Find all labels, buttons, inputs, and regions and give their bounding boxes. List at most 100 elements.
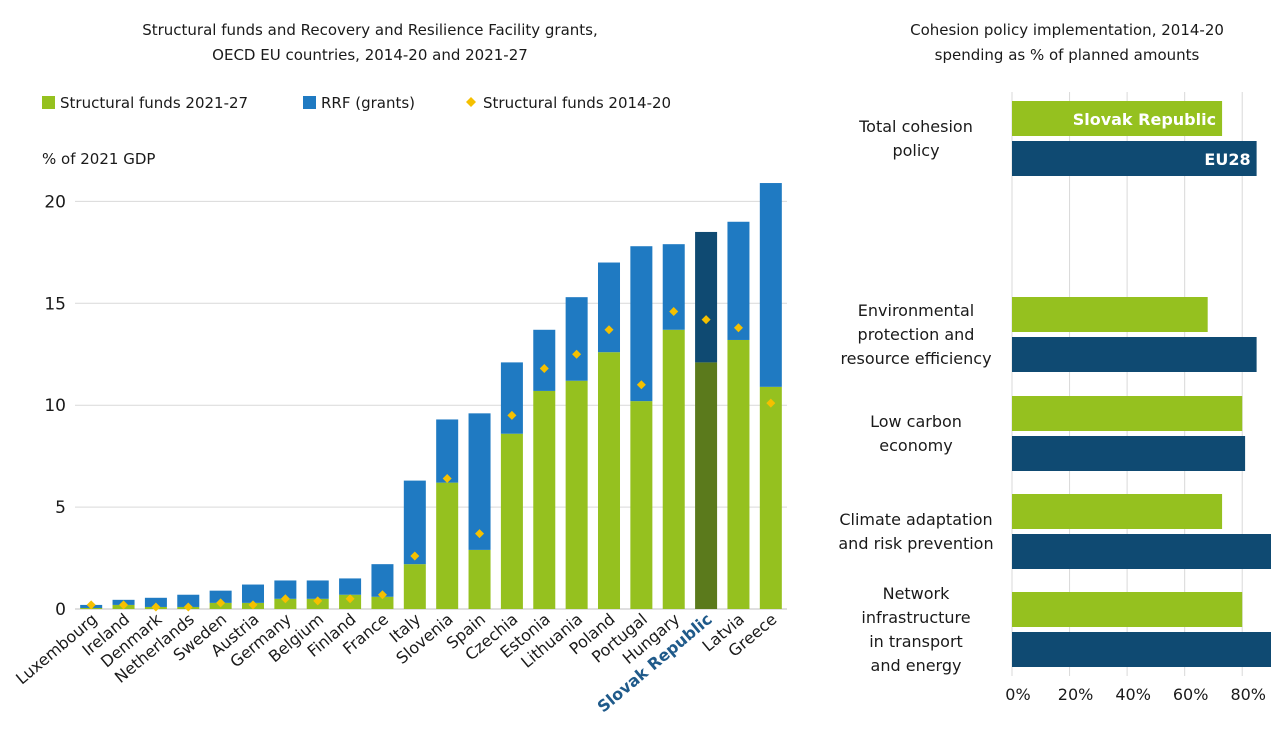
bar-rrf-latvia (727, 221, 750, 340)
legend-label-structural-2014-20: Structural funds 2014-20 (483, 94, 671, 112)
marker-structural-2014-20-sweden (216, 598, 226, 608)
bar-eu28-2 (1012, 436, 1246, 471)
category-label-0-line-1: Total cohesion (858, 117, 973, 136)
bar-rrf-portugal (630, 246, 653, 402)
bar-eu28-3 (1012, 534, 1271, 569)
left-chart-title-line-2: OECD EU countries, 2014-20 and 2021-27 (212, 46, 528, 64)
left-chart-title-line-1: Structural funds and Recovery and Resili… (142, 21, 598, 39)
left-chart-legend: Structural funds 2021-27 RRF (grants) St… (42, 94, 671, 112)
category-label-4-line-3: in transport (869, 632, 963, 651)
bar-rrf-germany (274, 580, 297, 599)
bar-structural-2021-27-latvia (727, 339, 750, 609)
right-chart-title-line-2: spending as % of planned amounts (935, 46, 1200, 64)
marker-structural-2014-20-finland (345, 594, 355, 604)
marker-structural-2014-20-belgium (313, 596, 323, 606)
marker-structural-2014-20-poland (604, 325, 614, 335)
right-chart-title-line-1: Cohesion policy implementation, 2014-20 (910, 21, 1224, 39)
bar-rrf-poland (597, 262, 621, 353)
y-axis-label: % of 2021 GDP (42, 150, 155, 168)
bar-rrf-spain (468, 413, 491, 550)
marker-structural-2014-20-germany (280, 594, 290, 604)
marker-structural-2014-20-austria (248, 600, 258, 610)
marker-structural-2014-20-latvia (733, 323, 743, 333)
category-label-4-line-1: Network (883, 584, 951, 603)
y-tick-label-15: 15 (44, 294, 66, 314)
bar-slovak-republic-4 (1012, 592, 1243, 627)
bar-structural-2021-27-czechia (500, 433, 523, 609)
category-label-2-line-2: economy (879, 436, 952, 455)
right-chart-category-labels: Total cohesion policy Environmental protect… (838, 117, 993, 675)
legend-label-rrf: RRF (grants) (321, 94, 415, 112)
bar-rrf-estonia (533, 329, 556, 391)
category-label-1-line-2: protection and (858, 325, 975, 344)
category-label-1-line-3: resource efficiency (840, 349, 991, 368)
bar-rrf-lithuania (565, 297, 588, 381)
marker-structural-2014-20-portugal (636, 380, 646, 390)
bar-rrf-sweden (209, 590, 232, 603)
left-chart-x-labels: LuxembourgIrelandDenmarkNetherlandsSwede… (12, 609, 780, 716)
category-label-4-line-2: infrastructure (861, 608, 970, 627)
structural-funds-chart: Structural funds and Recovery and Resili… (12, 21, 787, 716)
left-chart-title: Structural funds and Recovery and Resili… (142, 21, 598, 64)
bar-rrf-finland (339, 578, 362, 595)
bar-slovak-republic-2 (1012, 396, 1243, 431)
marker-structural-2014-20-netherlands (183, 602, 193, 612)
bar-eu28-1 (1012, 337, 1257, 372)
right-chart-gridlines (1011, 92, 1243, 676)
legend-swatch-rrf (303, 96, 316, 109)
marker-structural-2014-20-denmark (151, 602, 161, 612)
bar-structural-2021-27-estonia (533, 390, 556, 609)
bar-structural-2021-27-greece (759, 386, 782, 609)
legend-label-structural-2021-27: Structural funds 2021-27 (60, 94, 248, 112)
marker-structural-2014-20-lithuania (572, 349, 582, 359)
y-tick-label-10: 10 (44, 396, 66, 416)
marker-structural-2014-20-hungary (669, 306, 679, 316)
bar-rrf-netherlands (177, 594, 200, 607)
y-tick-label-20: 20 (44, 192, 66, 212)
bar-rrf-greece (759, 183, 782, 387)
bar-structural-2021-27-spain (468, 549, 491, 609)
bar-rrf-czechia (500, 362, 523, 434)
marker-structural-2014-20-greece (766, 398, 776, 408)
legend-swatch-structural-2014-20 (466, 97, 476, 107)
bar-rrf-france (371, 564, 394, 597)
left-chart-y-ticks: 0 5 10 15 20 (44, 192, 66, 620)
right-chart-x-ticks: 0% 20% 40% 60% 80% (1005, 685, 1266, 704)
marker-structural-2014-20-italy (410, 551, 420, 561)
bar-rrf-hungary (662, 244, 685, 330)
bar-structural-2021-27-italy (403, 564, 426, 609)
category-label-1-line-1: Environmental (858, 301, 974, 320)
bar-structural-2021-27-germany (274, 598, 297, 609)
bar-structural-2021-27-portugal (630, 401, 653, 609)
bar-structural-2021-27-slovak-republic (695, 362, 718, 609)
bar-rrf-italy (403, 480, 426, 565)
x-tick-label-20: 20% (1058, 685, 1094, 704)
category-label-3-line-1: Climate adaptation (839, 510, 992, 529)
bar-slovak-republic-1 (1012, 297, 1208, 332)
bar-slovak-republic-3 (1012, 494, 1223, 529)
x-tick-label-60: 60% (1173, 685, 1209, 704)
marker-structural-2014-20-spain (475, 529, 485, 539)
y-tick-label-5: 5 (55, 498, 66, 518)
bar-structural-2021-27-poland (597, 352, 621, 609)
bar-rrf-belgium (306, 580, 329, 599)
category-label-0-line-2: policy (892, 141, 939, 160)
category-label-2-line-1: Low carbon (870, 412, 962, 431)
bar-rrf-slovenia (436, 419, 459, 483)
marker-structural-2014-20-slovak-republic (701, 315, 711, 325)
bar-eu28-0 (1012, 141, 1257, 176)
bar-label-slovak-republic: Slovak Republic (1073, 110, 1216, 129)
category-label-3-line-2: and risk prevention (838, 534, 993, 553)
marker-structural-2014-20-estonia (539, 364, 549, 374)
left-chart-markers (86, 306, 776, 612)
y-tick-label-0: 0 (55, 600, 66, 620)
x-tick-label-80: 80% (1230, 685, 1266, 704)
bar-rrf-slovak-republic (695, 231, 718, 363)
marker-structural-2014-20-czechia (507, 410, 517, 420)
marker-structural-2014-20-slovenia (442, 474, 452, 484)
bar-structural-2021-27-france (371, 596, 394, 609)
left-chart-bars (80, 183, 782, 609)
right-chart-title: Cohesion policy implementation, 2014-20 … (910, 21, 1224, 64)
marker-structural-2014-20-luxembourg (86, 600, 96, 610)
right-chart-bars: Slovak Republic EU28 (1012, 101, 1271, 667)
